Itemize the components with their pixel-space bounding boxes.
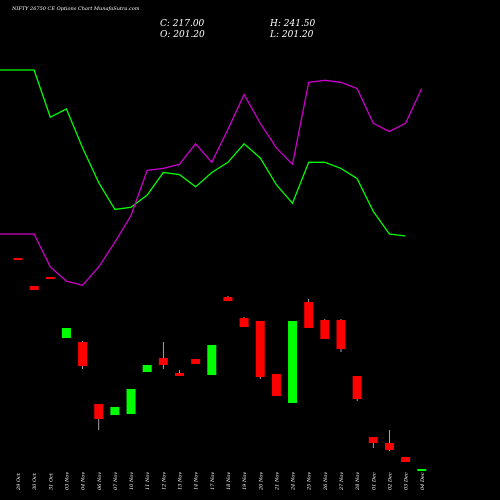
x-tick-label: 02 Dec: [387, 472, 393, 490]
candle-body: [13, 258, 23, 260]
x-tick-label: 29 Oct: [16, 472, 22, 491]
candle-body: [401, 457, 411, 462]
x-tick-label: 26 Nov: [323, 472, 329, 491]
candle-body: [239, 318, 249, 327]
candle-body: [191, 359, 201, 364]
upper-line-series: [0, 69, 406, 237]
chart-title: NIFTY 26750 CE Options Chart MunafaSutra…: [11, 6, 140, 12]
x-tick-label: 12 Nov: [161, 472, 167, 490]
x-tick-label: 13 Nov: [178, 472, 184, 490]
candle-body: [126, 389, 136, 414]
open-value: O: 201.20: [160, 30, 205, 40]
lower-line-series: [0, 79, 423, 287]
x-tick-label: 25 Nov: [307, 472, 313, 491]
x-tick-label: 19 Nov: [242, 472, 248, 490]
x-tick-label: 07 Nov: [113, 472, 119, 490]
candle-body: [61, 328, 71, 338]
x-tick-label: 01 Dec: [371, 472, 377, 490]
candle-body: [320, 320, 330, 339]
x-tick-label: 27 Nov: [339, 472, 345, 491]
candle-body: [384, 443, 394, 450]
candle-body: [271, 374, 281, 396]
candle-body: [417, 469, 427, 471]
x-tick-label: 04 Nov: [81, 472, 87, 490]
x-tick-label: 21 Nov: [274, 472, 280, 491]
x-tick-label: 06 Nov: [97, 472, 103, 490]
x-tick-label: 24 Nov: [291, 472, 297, 491]
low-value: L: 201.20: [269, 30, 314, 40]
candle-body: [336, 320, 346, 349]
x-tick-label: 03 Nov: [64, 472, 70, 490]
high-value: H: 241.50: [269, 19, 316, 29]
x-tick-label: 17 Nov: [210, 472, 216, 490]
candle-body: [29, 286, 39, 290]
x-tick-label: 20 Nov: [258, 472, 264, 491]
x-tick-label: 11 Nov: [145, 472, 151, 490]
candle-body: [158, 358, 168, 365]
x-tick-label: 31 Oct: [48, 472, 54, 490]
x-tick-label: 03 Dec: [404, 472, 410, 490]
candle-body: [223, 297, 233, 301]
candle-body: [94, 404, 104, 419]
candle-body: [368, 437, 378, 443]
candle-body: [304, 302, 314, 328]
candle-body: [45, 277, 55, 279]
candle-body: [78, 342, 88, 366]
candles-group: [13, 258, 427, 471]
x-tick-label: 14 Nov: [194, 472, 200, 490]
candle-body: [142, 365, 152, 372]
candle-body: [255, 321, 265, 377]
close-value: C: 217.00: [160, 19, 205, 29]
candle-body: [175, 373, 184, 376]
candle-body: [352, 376, 362, 399]
candle-body: [207, 345, 217, 375]
x-tick-label: 28 Nov: [355, 472, 361, 491]
candle-body: [110, 407, 120, 415]
x-tick-label: 10 Nov: [129, 472, 135, 490]
x-tick-label: 04 Dec: [420, 472, 426, 490]
x-tick-label: 18 Nov: [226, 472, 232, 490]
x-axis-ticks: 29 Oct 30 Oct 31 Oct 03 Nov 04 Nov 06 Nov 07 N…: [16, 472, 426, 491]
x-tick-label: 30 Oct: [32, 472, 38, 490]
candle-body: [288, 321, 298, 403]
